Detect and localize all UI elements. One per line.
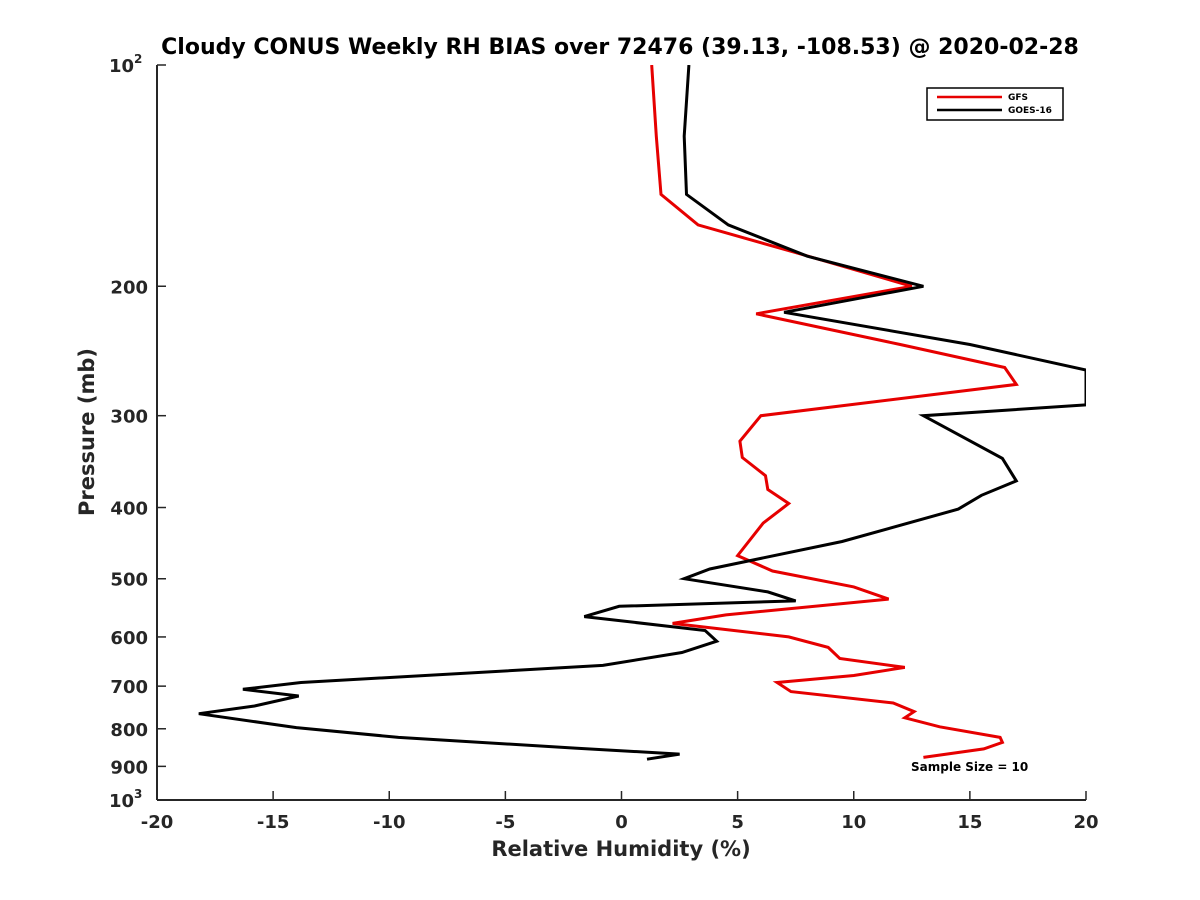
x-tick-label: -20 <box>141 812 174 833</box>
y-tick-label: 600 <box>110 628 148 649</box>
y-tick-label: 10 2 <box>109 52 142 77</box>
y-tick-label: 800 <box>110 720 148 741</box>
chart-title: Cloudy CONUS Weekly RH BIAS over 72476 (… <box>161 35 1079 60</box>
y-tick-label-base: 10 <box>109 56 134 77</box>
x-tick-label: 10 <box>841 812 866 833</box>
plot-area <box>157 65 1086 800</box>
x-tick-label: 0 <box>615 812 628 833</box>
x-tick-label: 5 <box>731 812 744 833</box>
y-tick-label: 200 <box>110 277 148 298</box>
y-tick-label: 900 <box>110 757 148 778</box>
x-axis-label: Relative Humidity (%) <box>491 837 750 861</box>
series-layer <box>198 65 1086 761</box>
legend-box <box>926 87 1064 121</box>
x-tick-label: 15 <box>957 812 982 833</box>
y-tick-label: 400 <box>110 499 148 520</box>
x-tick-label: -15 <box>257 812 290 833</box>
x-tick-label: -10 <box>373 812 406 833</box>
legend-label-goes16: GOES-16 <box>1008 106 1052 116</box>
y-tick-label: 10 3 <box>109 787 142 812</box>
y-tick-label: 500 <box>110 570 148 591</box>
y-tick-label-exponent: 2 <box>134 52 142 66</box>
x-tick-label: 20 <box>1073 812 1098 833</box>
legend-label-gfs: GFS <box>1008 93 1028 103</box>
y-tick-label-exponent: 3 <box>134 787 142 801</box>
legend: GFS GOES-16 <box>926 87 1064 121</box>
x-tick-label: -5 <box>495 812 515 833</box>
y-tick-label: 700 <box>110 677 148 698</box>
sample-size-annotation: Sample Size = 10 <box>911 760 1028 774</box>
series-line-goes16 <box>198 65 1086 761</box>
series-line-gfs <box>650 65 1019 759</box>
y-tick-label-base: 10 <box>109 791 134 812</box>
y-axis-label: Pressure (mb) <box>75 348 99 516</box>
y-tick-label: 300 <box>110 407 148 428</box>
